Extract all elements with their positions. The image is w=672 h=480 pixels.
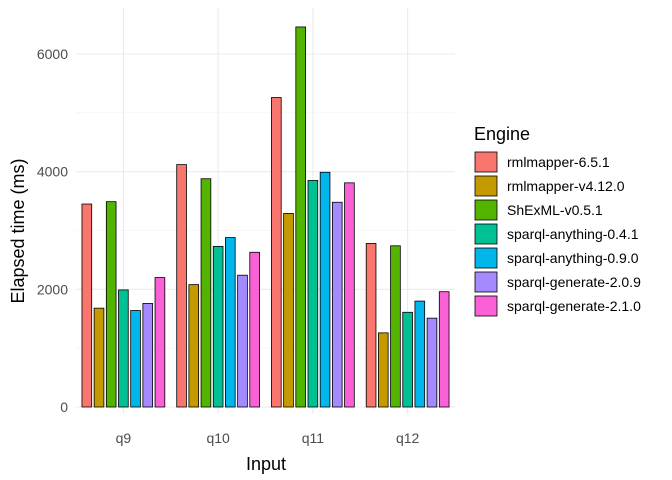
bar <box>319 171 331 408</box>
bar <box>438 291 450 408</box>
y-tick-label: 6000 <box>37 46 68 62</box>
bar <box>176 164 187 408</box>
x-tick-label: q11 <box>302 430 325 446</box>
bar <box>188 284 200 408</box>
bar <box>295 26 306 408</box>
x-axis-ticks: q9 q10 q11 q12 <box>116 430 420 446</box>
bar <box>130 310 141 408</box>
legend-label: rmlmapper-6.5.1 <box>507 154 610 170</box>
bar <box>344 182 355 408</box>
y-axis-title: Elapsed time (ms) <box>8 158 28 303</box>
bar <box>390 245 401 408</box>
bar <box>365 243 377 408</box>
bar <box>93 307 105 408</box>
y-tick-label: 0 <box>60 399 68 415</box>
legend-key <box>474 247 498 269</box>
bar <box>237 274 248 408</box>
bar <box>225 237 236 408</box>
bar <box>307 180 319 408</box>
bar <box>271 97 282 408</box>
legend-key <box>474 151 498 173</box>
x-tick-label: q12 <box>396 430 420 446</box>
bar <box>200 178 212 408</box>
bar <box>402 311 413 408</box>
legend-label: ShExML-v0.5.1 <box>507 202 603 218</box>
legend-label: rmlmapper-v4.12.0 <box>507 178 625 194</box>
legend-title: Engine <box>474 124 530 144</box>
bar <box>249 251 260 408</box>
bar <box>81 203 93 408</box>
bar <box>105 201 117 408</box>
legend-key <box>474 271 498 293</box>
x-axis-title: Input <box>246 454 286 474</box>
bar <box>283 213 294 408</box>
x-tick-label: q9 <box>116 430 132 446</box>
legend-label: sparql-anything-0.4.1 <box>507 226 639 242</box>
bar <box>331 201 343 408</box>
x-tick-label: q10 <box>206 430 230 446</box>
y-tick-label: 2000 <box>37 281 68 297</box>
legend-key <box>474 295 498 317</box>
bar <box>154 277 166 408</box>
y-axis-ticks: 0 2000 4000 6000 <box>37 46 68 415</box>
bar <box>414 300 426 408</box>
legend-label: sparql-generate-2.0.9 <box>507 274 641 290</box>
bar <box>377 332 389 408</box>
legend-label: sparql-generate-2.1.0 <box>507 298 641 314</box>
bar <box>118 289 129 408</box>
legend-key <box>474 175 498 197</box>
bar <box>212 245 224 408</box>
bar <box>426 317 438 408</box>
y-tick-label: 4000 <box>37 164 68 180</box>
bars <box>81 26 450 408</box>
legend-label: sparql-anything-0.9.0 <box>507 250 639 266</box>
legend: Engine rmlmapper-6.5.1 rmlmapper-v4.12.0 S… <box>474 124 641 317</box>
legend-key <box>474 199 498 221</box>
legend-key <box>474 223 498 245</box>
bar <box>142 303 154 408</box>
